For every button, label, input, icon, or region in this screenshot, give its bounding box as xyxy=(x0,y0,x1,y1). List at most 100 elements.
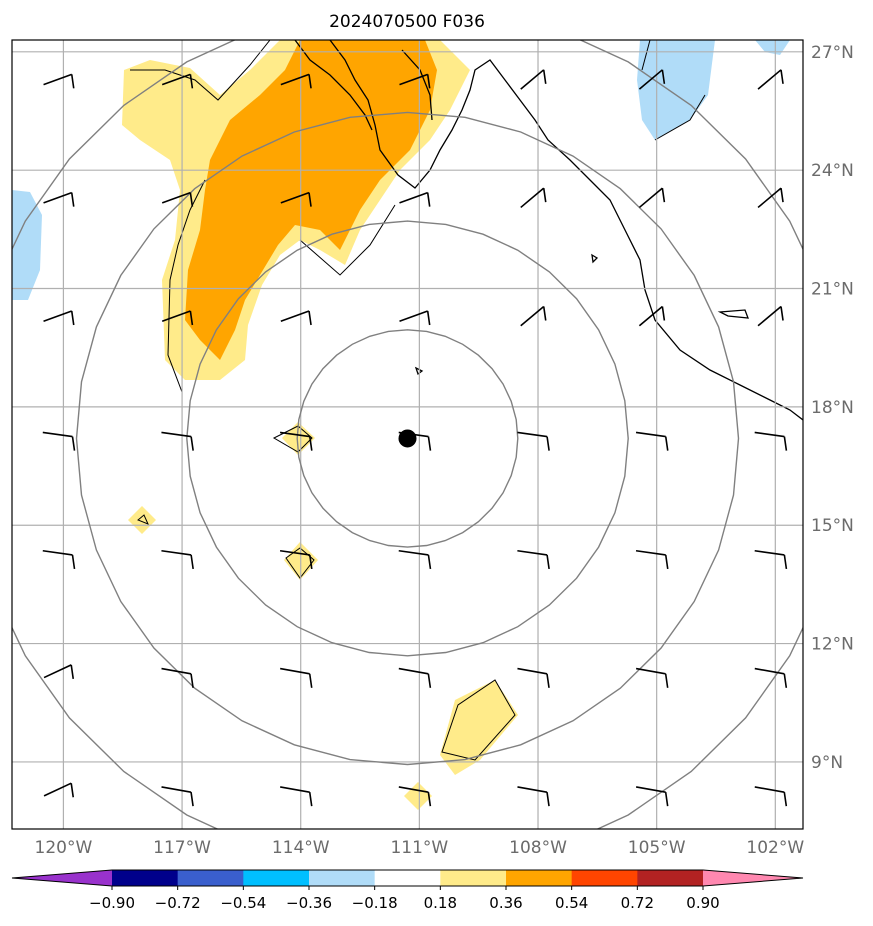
gridlines xyxy=(12,40,803,829)
wind-barb xyxy=(635,431,669,451)
range-ring xyxy=(75,111,740,766)
colorbar-extend-high xyxy=(703,870,803,886)
latitude-label: 24°N xyxy=(811,161,854,181)
colorbar-segment xyxy=(243,870,310,886)
coastline xyxy=(294,40,803,421)
wind-barb xyxy=(757,69,784,90)
range-ring xyxy=(296,329,519,548)
wind-barb xyxy=(517,786,550,807)
wind-barb xyxy=(280,191,312,207)
wind-barb xyxy=(280,310,312,326)
wind-barb xyxy=(638,305,666,327)
wind-barb xyxy=(43,310,75,326)
colorbar-tick-label: −0.36 xyxy=(286,894,332,912)
colorbar-tick-label: 0.36 xyxy=(489,894,522,912)
wind-barb xyxy=(161,310,194,326)
wind-barb xyxy=(280,667,313,688)
map-area xyxy=(12,40,803,829)
wind-barb xyxy=(398,667,432,688)
colorbar-tick-label: 0.90 xyxy=(686,894,719,912)
map-title: 2024070500 F036 xyxy=(329,12,485,32)
longitude-label: 117°W xyxy=(153,838,211,858)
positive-field-patch xyxy=(128,506,156,534)
wind-barb xyxy=(399,310,431,326)
colorbar-extend-low xyxy=(12,870,112,886)
wind-barb xyxy=(161,786,194,807)
latitude-label: 18°N xyxy=(811,398,854,418)
wind-barb xyxy=(42,431,76,451)
wind-barb xyxy=(635,549,669,570)
wind-barb xyxy=(161,549,194,570)
colorbar-segment xyxy=(309,870,376,886)
negative-field-patch xyxy=(12,190,42,300)
colorbar-tick-label: −0.90 xyxy=(89,894,135,912)
longitude-label: 102°W xyxy=(746,838,804,858)
wind-barb xyxy=(754,431,788,451)
wind-barb xyxy=(757,305,784,327)
field-shading xyxy=(12,40,790,810)
positive-field-patch xyxy=(404,782,432,810)
longitude-labels: 120°W 117°W 114°W 111°W 108°W 105°W 102°W xyxy=(35,838,805,858)
wind-barb xyxy=(280,786,313,807)
latitude-label: 15°N xyxy=(811,516,854,536)
storm-center-marker xyxy=(398,429,417,448)
wind-barb xyxy=(42,549,76,570)
wind-barb xyxy=(520,69,547,90)
wind-barb xyxy=(43,782,75,798)
latitude-labels: 27°N 24°N 21°N 18°N 15°N 12°N 9°N xyxy=(811,43,854,773)
colorbar-tick-label: 0.54 xyxy=(555,894,588,912)
wind-barb xyxy=(399,73,431,89)
wind-barb xyxy=(161,191,194,207)
wind-barb xyxy=(517,549,550,570)
map-frame xyxy=(11,39,804,830)
colorbar-segment xyxy=(506,870,573,886)
colorbar-segment xyxy=(637,870,704,886)
colorbar-segment xyxy=(112,870,179,886)
wind-barb xyxy=(638,69,666,90)
wind-barb xyxy=(754,667,788,688)
latitude-label: 21°N xyxy=(811,280,854,300)
wind-barb xyxy=(279,431,313,451)
wind-barb xyxy=(517,667,550,688)
wind-barb xyxy=(638,187,666,209)
wind-barb xyxy=(520,187,547,209)
latitude-label: 12°N xyxy=(811,635,854,655)
colorbar-segment xyxy=(440,870,507,886)
wind-barbs xyxy=(42,69,788,807)
colorbar-segment xyxy=(177,870,244,886)
wind-barb xyxy=(635,667,669,688)
wind-barb xyxy=(161,667,194,688)
negative-field-patch xyxy=(755,40,790,55)
longitude-label: 108°W xyxy=(509,838,567,858)
wind-barb xyxy=(43,191,75,207)
colorbar-tick-label: −0.18 xyxy=(352,894,398,912)
wind-barb xyxy=(43,664,75,679)
longitude-label: 114°W xyxy=(272,838,330,858)
colorbar-tick-label: 0.18 xyxy=(424,894,457,912)
colorbar-tick-label: −0.54 xyxy=(220,894,266,912)
wind-barb xyxy=(280,73,312,89)
longitude-label: 120°W xyxy=(35,838,93,858)
wind-barb xyxy=(43,73,75,89)
colorbar: −0.90 −0.72 −0.54 −0.36 −0.18 0.18 0.36 0.54 0.7… xyxy=(11,869,804,912)
range-ring xyxy=(12,40,803,829)
wind-barb xyxy=(399,191,431,207)
range-rings xyxy=(12,40,803,829)
latitude-label: 27°N xyxy=(811,43,854,63)
longitude-label: 111°W xyxy=(390,838,448,858)
colorbar-segment xyxy=(374,870,441,886)
colorbar-tick-label: 0.72 xyxy=(621,894,654,912)
wind-barb xyxy=(161,431,194,451)
colorbar-tick-label: −0.72 xyxy=(155,894,201,912)
wind-barb xyxy=(279,549,313,570)
wind-barb xyxy=(757,187,784,209)
longitude-label: 105°W xyxy=(628,838,686,858)
wind-barb xyxy=(398,786,432,807)
wind-barb xyxy=(398,549,432,570)
wind-barb xyxy=(517,431,550,451)
wind-barb xyxy=(635,786,669,807)
negative-field-patch xyxy=(637,40,715,140)
wind-barb xyxy=(754,786,788,807)
wind-barb xyxy=(520,305,547,327)
